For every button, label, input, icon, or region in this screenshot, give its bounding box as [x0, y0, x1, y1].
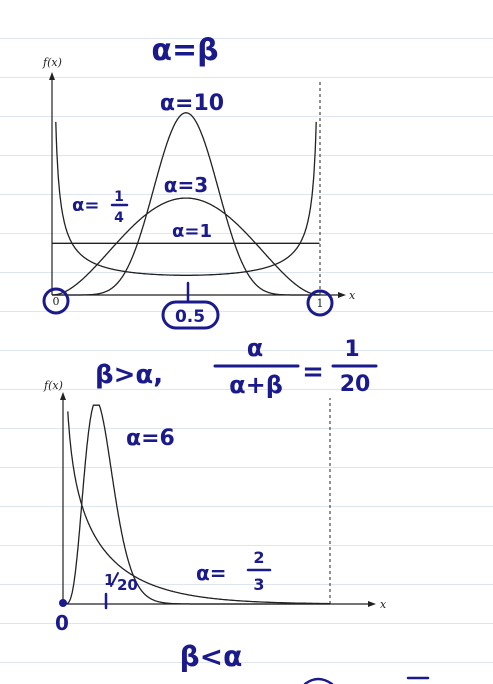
bottom-label-alpha23-den: 3 [253, 575, 264, 594]
top-half-label: 0.5 [175, 307, 205, 327]
bottom-x-arrow [368, 601, 376, 607]
bottom-title-beta-gt-alpha: β>α, [95, 360, 163, 390]
footer-beta-lt-alpha: β<α [180, 640, 243, 673]
top-chart: α=β f(x) x α=10 α=3 α=1 α= 1 4 0 0.5 1 [42, 33, 356, 330]
top-y-arrow [49, 72, 55, 80]
top-chart-title: α=β [151, 33, 218, 68]
top-half-circle [161, 300, 220, 330]
top-curve-alpha-0_25 [55, 121, 317, 276]
bottom-chart-title: β>α, α α+β = 1 20 [95, 334, 378, 399]
bottom-curve-alpha-6 [63, 404, 330, 605]
bottom-curve-alpha-0_6667 [67, 411, 330, 605]
top-curves [52, 112, 320, 296]
top-label-alpha-quarter-num: 1 [114, 189, 124, 205]
top-x-label: x [349, 289, 356, 302]
bottom-y-arrow [60, 392, 66, 400]
bottom-title-frac-num: α [247, 334, 264, 362]
top-label-alpha1: α=1 [172, 221, 212, 242]
bottom-title-frac-den: α+β [229, 371, 283, 399]
top-label-alpha3: α=3 [164, 173, 208, 197]
top-tick0-label: 0 [53, 295, 60, 308]
bottom-x-label: x [380, 598, 387, 611]
bottom-label-alpha23-num: 2 [253, 548, 264, 567]
top-curve-alpha-10 [52, 112, 320, 296]
bottom-title-value-den: 20 [340, 372, 371, 397]
bottom-label-alpha6: α=6 [126, 426, 175, 451]
bottom-tick0-label: 0 [55, 611, 69, 635]
top-tick1-label: 1 [317, 297, 324, 310]
footer-partial-ink [303, 677, 334, 684]
top-y-label: f(x) [42, 56, 62, 69]
bottom-mean-den: 20 [117, 576, 138, 594]
bottom-y-label: f(x) [43, 379, 63, 392]
bottom-origin-dot [59, 599, 67, 607]
top-x-arrow [338, 292, 346, 298]
top-label-alpha10: α=10 [160, 91, 224, 116]
bottom-chart: f(x) x 0 α=6 α= 2 3 1 20 [43, 379, 387, 635]
top-label-alpha-quarter-den: 4 [114, 210, 124, 226]
bottom-curves [63, 404, 330, 605]
bottom-title-equals: = [302, 357, 324, 387]
bottom-mean-num: 1 [104, 571, 114, 589]
bottom-label-alpha23-prefix: α= [196, 561, 227, 585]
bottom-mean-slash [110, 572, 119, 587]
top-tick0-circle [42, 287, 70, 315]
top-label-alpha-quarter-prefix: α= [72, 195, 99, 216]
bottom-title-value-num: 1 [344, 337, 359, 362]
top-tick1-circle [306, 289, 334, 317]
